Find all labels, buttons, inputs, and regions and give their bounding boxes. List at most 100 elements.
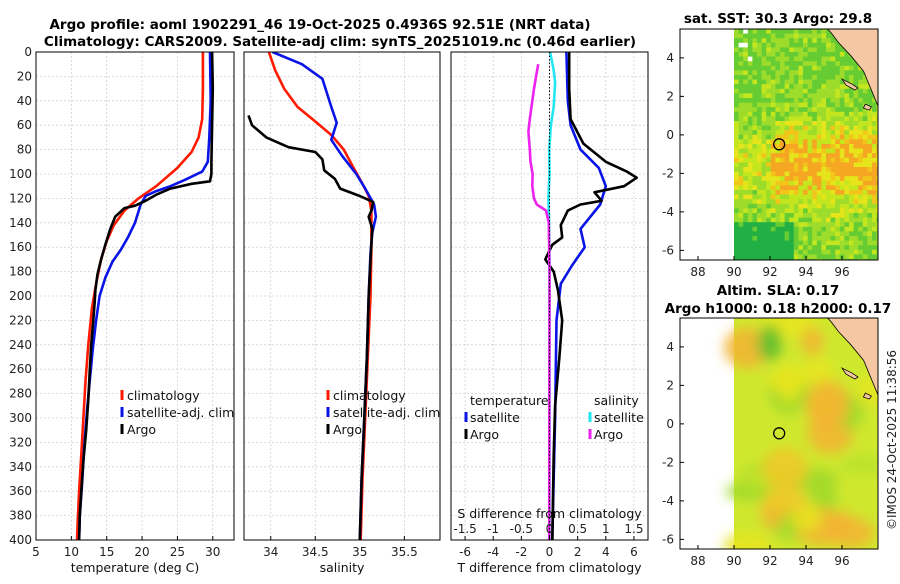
- sst-cell: [812, 217, 818, 223]
- sst-cell: [738, 231, 744, 237]
- sst-cell: [761, 176, 767, 182]
- sst-cell: [770, 213, 776, 218]
- sst-cell: [872, 148, 877, 154]
- sst-cell: [798, 226, 804, 232]
- y-tick-label: 20: [17, 69, 32, 83]
- sst-cell: [770, 167, 776, 172]
- sst-cell: [821, 249, 827, 255]
- sst-cell: [766, 93, 772, 99]
- sst-cell: [775, 116, 781, 122]
- sst-cell: [803, 171, 808, 177]
- sst-cell: [812, 38, 818, 44]
- y-tick-label: 40: [17, 94, 32, 108]
- sst-cell: [752, 222, 758, 228]
- series-line-t-satellite: [551, 52, 608, 540]
- x-axis-label: T difference from climatology: [456, 560, 642, 575]
- sst-cell: [757, 226, 762, 232]
- sst-cell: [752, 84, 758, 90]
- sst-cell: [858, 222, 864, 228]
- sst-cell: [876, 231, 878, 237]
- sst-cell: [738, 134, 744, 140]
- sst-cell: [775, 52, 781, 57]
- sst-cell: [752, 111, 758, 117]
- sst-cell: [775, 194, 781, 200]
- sst-cell: [793, 226, 799, 232]
- sst-cell: [812, 144, 818, 149]
- sst-cell: [770, 249, 776, 255]
- sst-cell: [826, 176, 831, 182]
- sst-cell: [830, 162, 836, 168]
- sst-cell: [761, 93, 767, 99]
- sst-cell: [793, 217, 799, 223]
- sst-cell: [821, 38, 827, 44]
- sst-cell: [734, 153, 739, 159]
- sst-cell: [853, 125, 859, 131]
- sst-cell: [853, 208, 859, 214]
- sst-cell: [766, 38, 772, 44]
- sst-cell: [816, 84, 822, 90]
- sst-cell: [821, 111, 827, 117]
- sst-cell: [816, 153, 822, 159]
- sst-cell: [826, 148, 831, 154]
- sst-cell: [793, 98, 799, 103]
- sst-cell: [830, 231, 836, 237]
- sst-cell: [738, 65, 744, 71]
- sst-cell: [830, 52, 836, 57]
- sst-cell: [798, 121, 804, 126]
- sst-cell: [775, 107, 781, 113]
- sst-cell: [734, 222, 739, 228]
- sst-cell: [858, 249, 864, 255]
- sst-cell: [812, 240, 818, 246]
- sst-cell: [752, 171, 758, 177]
- sst-cell: [770, 162, 776, 168]
- sst-cell: [789, 231, 795, 237]
- sst-cell: [747, 254, 753, 260]
- sst-cell: [844, 185, 850, 191]
- sst-cell: [835, 56, 841, 62]
- sst-cell: [835, 52, 841, 57]
- sst-cell: [816, 254, 822, 260]
- sst-cell: [793, 240, 799, 246]
- sst-cell: [876, 190, 878, 195]
- sst-cell: [821, 213, 827, 218]
- sst-cell: [789, 84, 795, 90]
- sst-cell: [793, 231, 799, 237]
- sst-cell: [876, 226, 878, 232]
- sst-cell: [826, 38, 831, 44]
- sst-cell: [867, 190, 873, 195]
- sst-cell: [839, 134, 845, 140]
- sst-cell: [761, 139, 767, 145]
- sst-cell: [812, 47, 818, 53]
- sst-cell: [839, 208, 845, 214]
- sst-cell: [844, 167, 850, 172]
- sst-cell: [738, 42, 744, 48]
- series-line-argo: [77, 52, 215, 540]
- sst-cell: [761, 254, 767, 260]
- sst-cell: [816, 42, 822, 48]
- sst-cell: [761, 38, 767, 44]
- sst-cell: [747, 226, 753, 232]
- sst-cell: [798, 144, 804, 149]
- sst-cell: [734, 102, 739, 108]
- sst-cell: [784, 171, 790, 177]
- sst-cell: [757, 199, 762, 205]
- sst-cell: [858, 217, 864, 223]
- sst-cell: [761, 148, 767, 154]
- sst-cell: [757, 93, 762, 99]
- map-x-tick-label: 94: [798, 265, 813, 279]
- sst-cell: [821, 222, 827, 228]
- sst-cell: [835, 194, 841, 200]
- sst-cell: [816, 52, 822, 57]
- sst-cell: [853, 157, 859, 163]
- sst-cell: [830, 61, 836, 67]
- sst-cell: [789, 61, 795, 67]
- sst-cell: [803, 33, 808, 39]
- sst-cell: [775, 84, 781, 90]
- sst-cell: [807, 130, 813, 136]
- sst-cell: [816, 65, 822, 71]
- sst-cell: [775, 139, 781, 145]
- sst-cell: [844, 245, 850, 251]
- sst-cell: [793, 134, 799, 140]
- sst-cell: [789, 203, 795, 209]
- sst-cell: [839, 61, 845, 67]
